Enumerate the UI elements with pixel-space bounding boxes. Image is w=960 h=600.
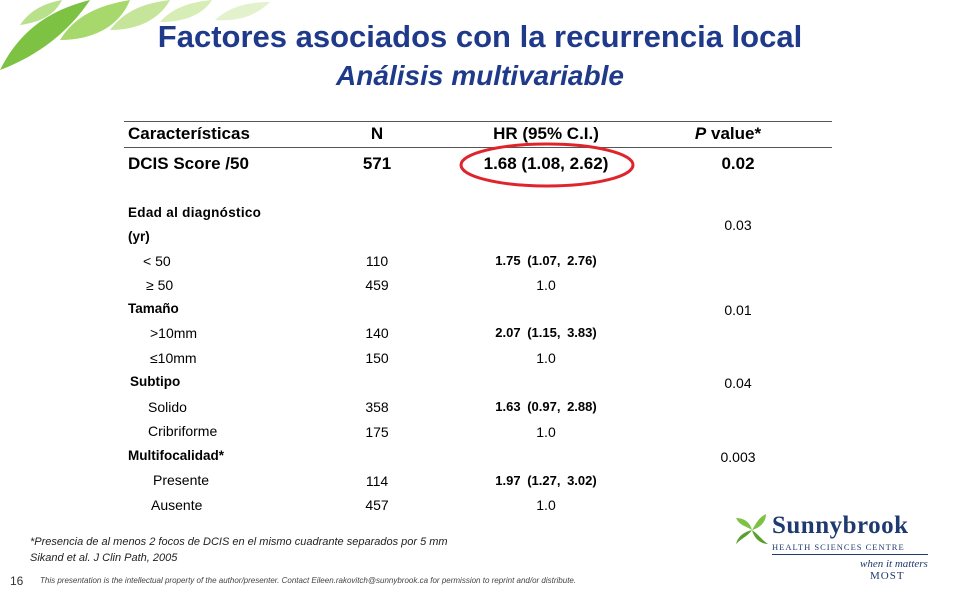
row-hr: 1.0 xyxy=(536,424,556,440)
dcis-hr: 1.68 (1.08, 2.62) xyxy=(483,154,609,173)
row-n: 457 xyxy=(365,497,389,513)
leaf-cluster-icon xyxy=(736,514,768,544)
logo-tagline-most: MOST xyxy=(870,570,905,582)
row-n: 175 xyxy=(365,424,389,440)
row-p: 0.03 xyxy=(724,217,752,233)
page-number: 16 xyxy=(10,574,24,588)
dcis-label: DCIS Score /50 xyxy=(128,154,249,173)
row-p: 0.04 xyxy=(724,375,752,391)
header-p-value: P value* xyxy=(695,124,761,144)
row-p: 0.003 xyxy=(720,449,756,465)
row-label: Tamaño xyxy=(128,301,179,316)
leaf-shape xyxy=(0,0,90,70)
leaf-shape xyxy=(110,0,170,30)
row-n: 459 xyxy=(365,277,389,293)
dcis-p: 0.02 xyxy=(721,154,755,173)
row-label: Edad al diagnóstico xyxy=(128,205,262,220)
row-hr: 1.63 (0.97, 2.88) xyxy=(495,399,597,414)
row-hr: 2.07 (1.15, 3.83) xyxy=(495,325,597,340)
leaf-shape xyxy=(20,0,62,25)
row-label: Solido xyxy=(148,399,187,415)
slide-subtitle: Análisis multivariable xyxy=(336,60,624,91)
row-hr: 1.97 (1.27, 3.02) xyxy=(495,473,597,488)
header-p-rest: value* xyxy=(706,124,762,143)
citation: Sikand et al. J Clin Path, 2005 xyxy=(30,552,178,564)
row-n: 358 xyxy=(365,399,389,415)
leaf-shape xyxy=(160,0,212,22)
logo-name: Sunnybrook xyxy=(772,512,909,539)
row-label: (yr) xyxy=(128,229,150,244)
sunnybrook-logo: Sunnybrook HEALTH SCIENCES CENTRE when i… xyxy=(734,512,934,584)
header-p-italic: P xyxy=(694,124,707,143)
header-hr: HR (95% C.I.) xyxy=(493,124,599,143)
row-label: >10mm xyxy=(150,325,198,341)
row-label: Presente xyxy=(153,472,210,488)
row-label: Subtipo xyxy=(130,374,181,389)
row-label: ≤10mm xyxy=(150,350,197,366)
table-header-rule xyxy=(124,147,832,148)
header-n: N xyxy=(370,124,384,143)
row-label: Multifocalidad* xyxy=(128,448,225,463)
logo-tagline: when it matters xyxy=(860,558,928,570)
row-p: 0.01 xyxy=(724,302,752,318)
row-n: 140 xyxy=(365,325,389,341)
row-hr: 1.0 xyxy=(536,277,556,293)
row-hr: 1.0 xyxy=(536,497,556,513)
row-n: 114 xyxy=(365,473,389,489)
leaf-shape xyxy=(215,2,270,21)
logo-divider xyxy=(772,554,928,555)
row-hr: 1.75 (1.07, 2.76) xyxy=(495,253,597,268)
highlight-ellipse xyxy=(459,142,635,188)
legal-notice: This presentation is the intellectual pr… xyxy=(40,576,577,585)
dcis-n: 571 xyxy=(362,154,392,173)
row-label: Cribriforme xyxy=(148,423,218,439)
row-label: Ausente xyxy=(151,497,203,513)
row-label: ≥ 50 xyxy=(146,277,174,293)
row-n: 150 xyxy=(365,350,389,366)
row-hr: 1.0 xyxy=(536,350,556,366)
footnote: *Presencia de al menos 2 focos de DCIS e… xyxy=(30,536,448,548)
row-n: 110 xyxy=(365,253,389,269)
decorative-leaves xyxy=(0,0,270,70)
logo-subtitle: HEALTH SCIENCES CENTRE xyxy=(772,542,905,552)
header-characteristic: Características xyxy=(128,124,250,143)
row-label: < 50 xyxy=(143,253,171,269)
slide-title: Factores asociados con la recurrencia lo… xyxy=(157,19,803,54)
leaf-shape xyxy=(60,0,130,40)
table-top-rule xyxy=(124,121,832,122)
